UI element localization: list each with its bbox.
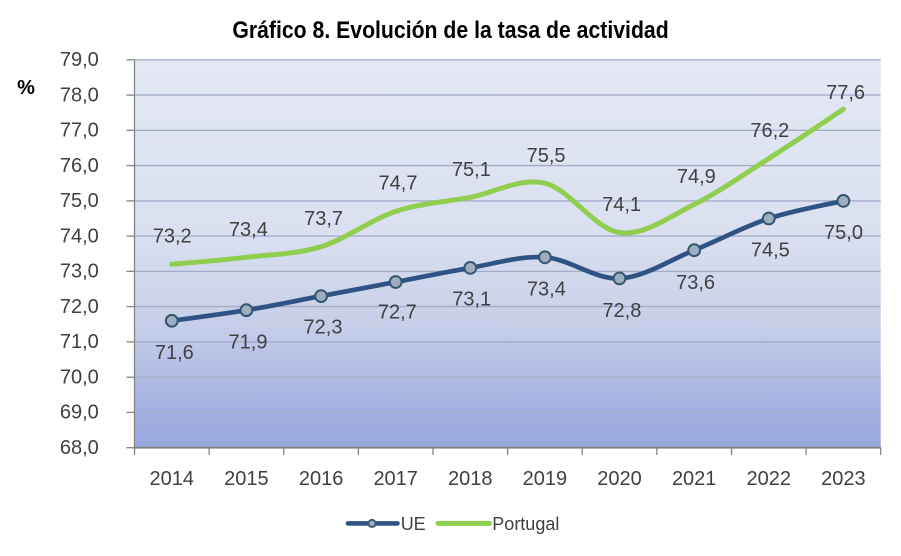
svg-text:76,0: 76,0 bbox=[60, 155, 99, 177]
svg-text:2019: 2019 bbox=[523, 468, 568, 490]
svg-text:2020: 2020 bbox=[597, 468, 642, 490]
svg-text:2022: 2022 bbox=[747, 468, 792, 490]
svg-text:75,0: 75,0 bbox=[824, 222, 863, 244]
svg-text:74,5: 74,5 bbox=[751, 240, 790, 262]
svg-text:Gráfico 8. Evolución de la tas: Gráfico 8. Evolución de la tasa de activ… bbox=[232, 15, 668, 43]
svg-text:74,7: 74,7 bbox=[379, 173, 418, 195]
svg-text:2021: 2021 bbox=[672, 468, 717, 490]
svg-text:71,9: 71,9 bbox=[229, 332, 268, 354]
svg-text:73,7: 73,7 bbox=[304, 208, 343, 230]
svg-text:72,7: 72,7 bbox=[378, 301, 417, 323]
svg-text:73,0: 73,0 bbox=[60, 261, 99, 283]
svg-text:74,9: 74,9 bbox=[677, 166, 716, 188]
svg-text:72,8: 72,8 bbox=[602, 300, 641, 322]
svg-text:73,1: 73,1 bbox=[452, 289, 491, 311]
svg-text:75,1: 75,1 bbox=[452, 159, 491, 181]
svg-text:69,0: 69,0 bbox=[60, 402, 99, 424]
svg-text:71,0: 71,0 bbox=[60, 331, 99, 353]
svg-text:2015: 2015 bbox=[224, 468, 269, 490]
svg-text:71,6: 71,6 bbox=[155, 342, 194, 364]
svg-text:77,6: 77,6 bbox=[826, 82, 865, 104]
svg-text:2017: 2017 bbox=[373, 468, 418, 490]
svg-text:Portugal: Portugal bbox=[492, 514, 559, 534]
svg-text:68,0: 68,0 bbox=[60, 437, 99, 459]
svg-text:77,0: 77,0 bbox=[60, 120, 99, 142]
svg-text:73,6: 73,6 bbox=[676, 272, 715, 294]
svg-text:74,0: 74,0 bbox=[60, 225, 99, 247]
svg-text:78,0: 78,0 bbox=[60, 84, 99, 106]
svg-text:72,0: 72,0 bbox=[60, 296, 99, 318]
svg-text:72,3: 72,3 bbox=[304, 317, 343, 339]
svg-text:79,0: 79,0 bbox=[60, 49, 99, 71]
svg-text:73,4: 73,4 bbox=[527, 278, 566, 300]
svg-text:70,0: 70,0 bbox=[60, 367, 99, 389]
svg-text:2014: 2014 bbox=[150, 468, 195, 490]
svg-text:73,4: 73,4 bbox=[229, 219, 268, 241]
svg-text:75,5: 75,5 bbox=[527, 145, 566, 167]
svg-text:2016: 2016 bbox=[299, 468, 344, 490]
svg-text:74,1: 74,1 bbox=[602, 194, 641, 216]
svg-text:73,2: 73,2 bbox=[153, 226, 192, 248]
svg-text:2023: 2023 bbox=[821, 468, 866, 490]
svg-text:UE: UE bbox=[401, 514, 426, 534]
svg-text:76,2: 76,2 bbox=[750, 120, 789, 142]
svg-text:2018: 2018 bbox=[448, 468, 493, 490]
svg-text:%: % bbox=[17, 77, 35, 99]
svg-text:75,0: 75,0 bbox=[60, 190, 99, 212]
